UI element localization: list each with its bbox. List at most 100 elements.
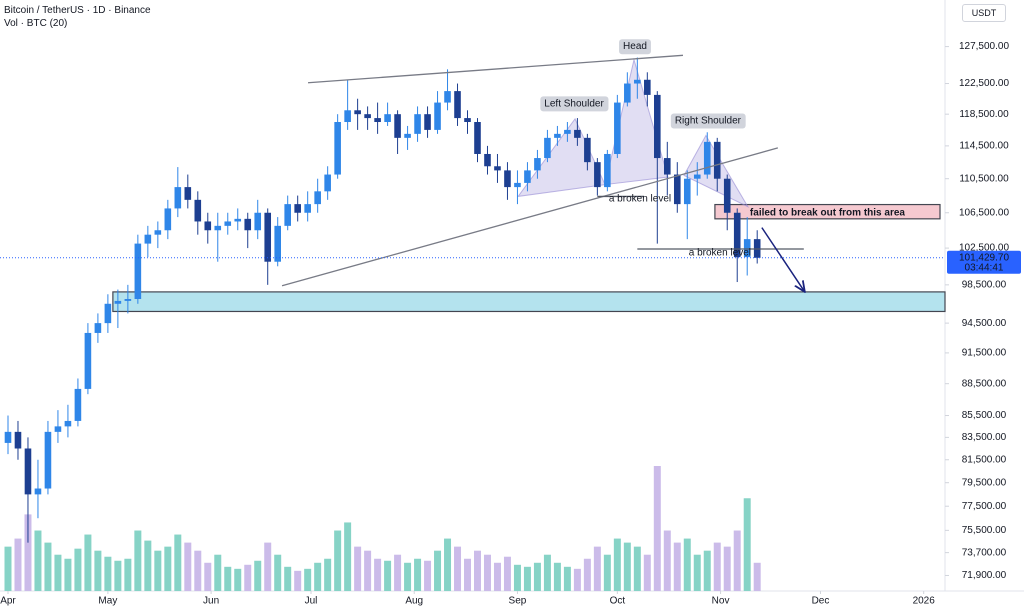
volume-bar: [653, 466, 661, 591]
candle-body: [564, 129, 571, 134]
volume-bar: [34, 530, 42, 591]
y-tick-label: 79,500.00: [962, 477, 1007, 488]
candle-body: [224, 221, 232, 226]
candle-body: [304, 204, 311, 213]
annotation: a broken level: [689, 248, 751, 259]
candle-body: [204, 221, 212, 231]
candle-body: [294, 204, 301, 213]
candle-body: [144, 234, 152, 244]
y-tick-label: 77,500.00: [962, 501, 1007, 512]
candle-body: [624, 83, 631, 103]
volume-bar: [84, 534, 92, 591]
y-tick-label: 122,500.00: [959, 78, 1009, 89]
volume-bar: [693, 554, 701, 591]
volume-bar: [344, 522, 352, 591]
candle-body: [74, 388, 82, 421]
candle-body: [454, 91, 461, 119]
candle-body: [464, 118, 471, 123]
y-tick-label: 98,500.00: [962, 279, 1007, 290]
candle-body: [614, 102, 621, 154]
candle-body: [534, 158, 541, 171]
volume-bar: [753, 562, 761, 591]
candle-body: [474, 122, 481, 154]
candle-body: [124, 299, 132, 301]
candle-body: [234, 218, 242, 222]
candle-body: [723, 178, 731, 213]
pattern-triangle: [517, 117, 606, 198]
candle-body: [174, 187, 182, 209]
candle-body: [703, 141, 711, 175]
volume-bar: [424, 560, 432, 591]
candle-body: [434, 102, 441, 130]
x-tick-label: Nov: [712, 596, 730, 607]
y-tick-label: 94,500.00: [962, 318, 1007, 329]
indicator-label: Vol · BTC (20): [4, 18, 68, 29]
candle-body: [494, 166, 501, 171]
candle-body: [444, 91, 451, 103]
annotation-box: [670, 113, 746, 129]
y-tick-label: 91,500.00: [962, 348, 1007, 359]
annotation: Head: [619, 39, 651, 55]
candle-body: [184, 187, 192, 200]
x-tick-label: Aug: [405, 596, 423, 607]
volume-bar: [304, 568, 312, 591]
arrow: [761, 227, 805, 292]
volume-bar: [144, 540, 152, 591]
volume-bar: [434, 550, 442, 591]
annotation-label: Head: [623, 41, 647, 52]
volume-bar: [583, 558, 591, 591]
header: Bitcoin / TetherUS · 1D · Binance Vol · …: [4, 4, 151, 30]
candle-body: [733, 212, 741, 258]
candle-body: [574, 129, 581, 138]
volume-bar: [473, 550, 481, 591]
volume-bar: [24, 514, 32, 591]
volume-bar: [394, 554, 402, 591]
candle-body: [84, 332, 92, 389]
y-tick-label: 114,500.00: [959, 141, 1009, 152]
volume-bar: [673, 542, 681, 591]
candle-body: [554, 133, 561, 138]
candle-body: [284, 204, 291, 226]
candle-body: [354, 110, 361, 115]
annotation: a broken level: [609, 194, 671, 205]
annotation-label: a broken level: [609, 194, 671, 205]
candle-body: [384, 114, 391, 123]
candle-body: [134, 243, 142, 300]
volume-bar: [713, 542, 721, 591]
candle-body: [154, 230, 162, 235]
candle-body: [274, 225, 282, 262]
volume-bar: [723, 546, 731, 591]
annotation-box: [619, 39, 651, 55]
volume-bar: [44, 542, 52, 591]
y-tick-label: 71,900.00: [962, 570, 1007, 581]
candle-body: [394, 114, 401, 138]
volume-bar: [204, 562, 212, 591]
currency-button[interactable]: USDT: [962, 4, 1006, 22]
candle-body: [514, 182, 521, 188]
candle-body: [404, 133, 411, 138]
candle-body: [314, 191, 321, 205]
candle-body: [594, 162, 601, 188]
candle-body: [584, 137, 591, 163]
volume-bar: [194, 550, 202, 591]
candle-body: [164, 208, 172, 231]
y-tick-label: 75,500.00: [962, 525, 1007, 536]
annotation-box: [540, 96, 609, 112]
zone: [112, 291, 946, 313]
candle-body: [414, 114, 421, 134]
volume-bar: [324, 558, 332, 591]
volume-bar: [134, 530, 142, 591]
x-tick-label: 2026: [913, 596, 936, 607]
volume-bar: [444, 538, 452, 591]
volume-bar: [174, 534, 182, 591]
candle-body: [64, 420, 72, 427]
symbol-title: Bitcoin / TetherUS · 1D · Binance: [4, 5, 151, 16]
x-tick-label: Apr: [0, 596, 16, 607]
candle-body: [94, 323, 102, 333]
volume-bar: [354, 546, 362, 591]
volume-bar: [703, 550, 711, 591]
candle-body: [104, 303, 112, 324]
y-tick-label: 81,500.00: [962, 454, 1007, 465]
volume-bar: [104, 556, 112, 591]
volume-bar: [543, 554, 551, 591]
